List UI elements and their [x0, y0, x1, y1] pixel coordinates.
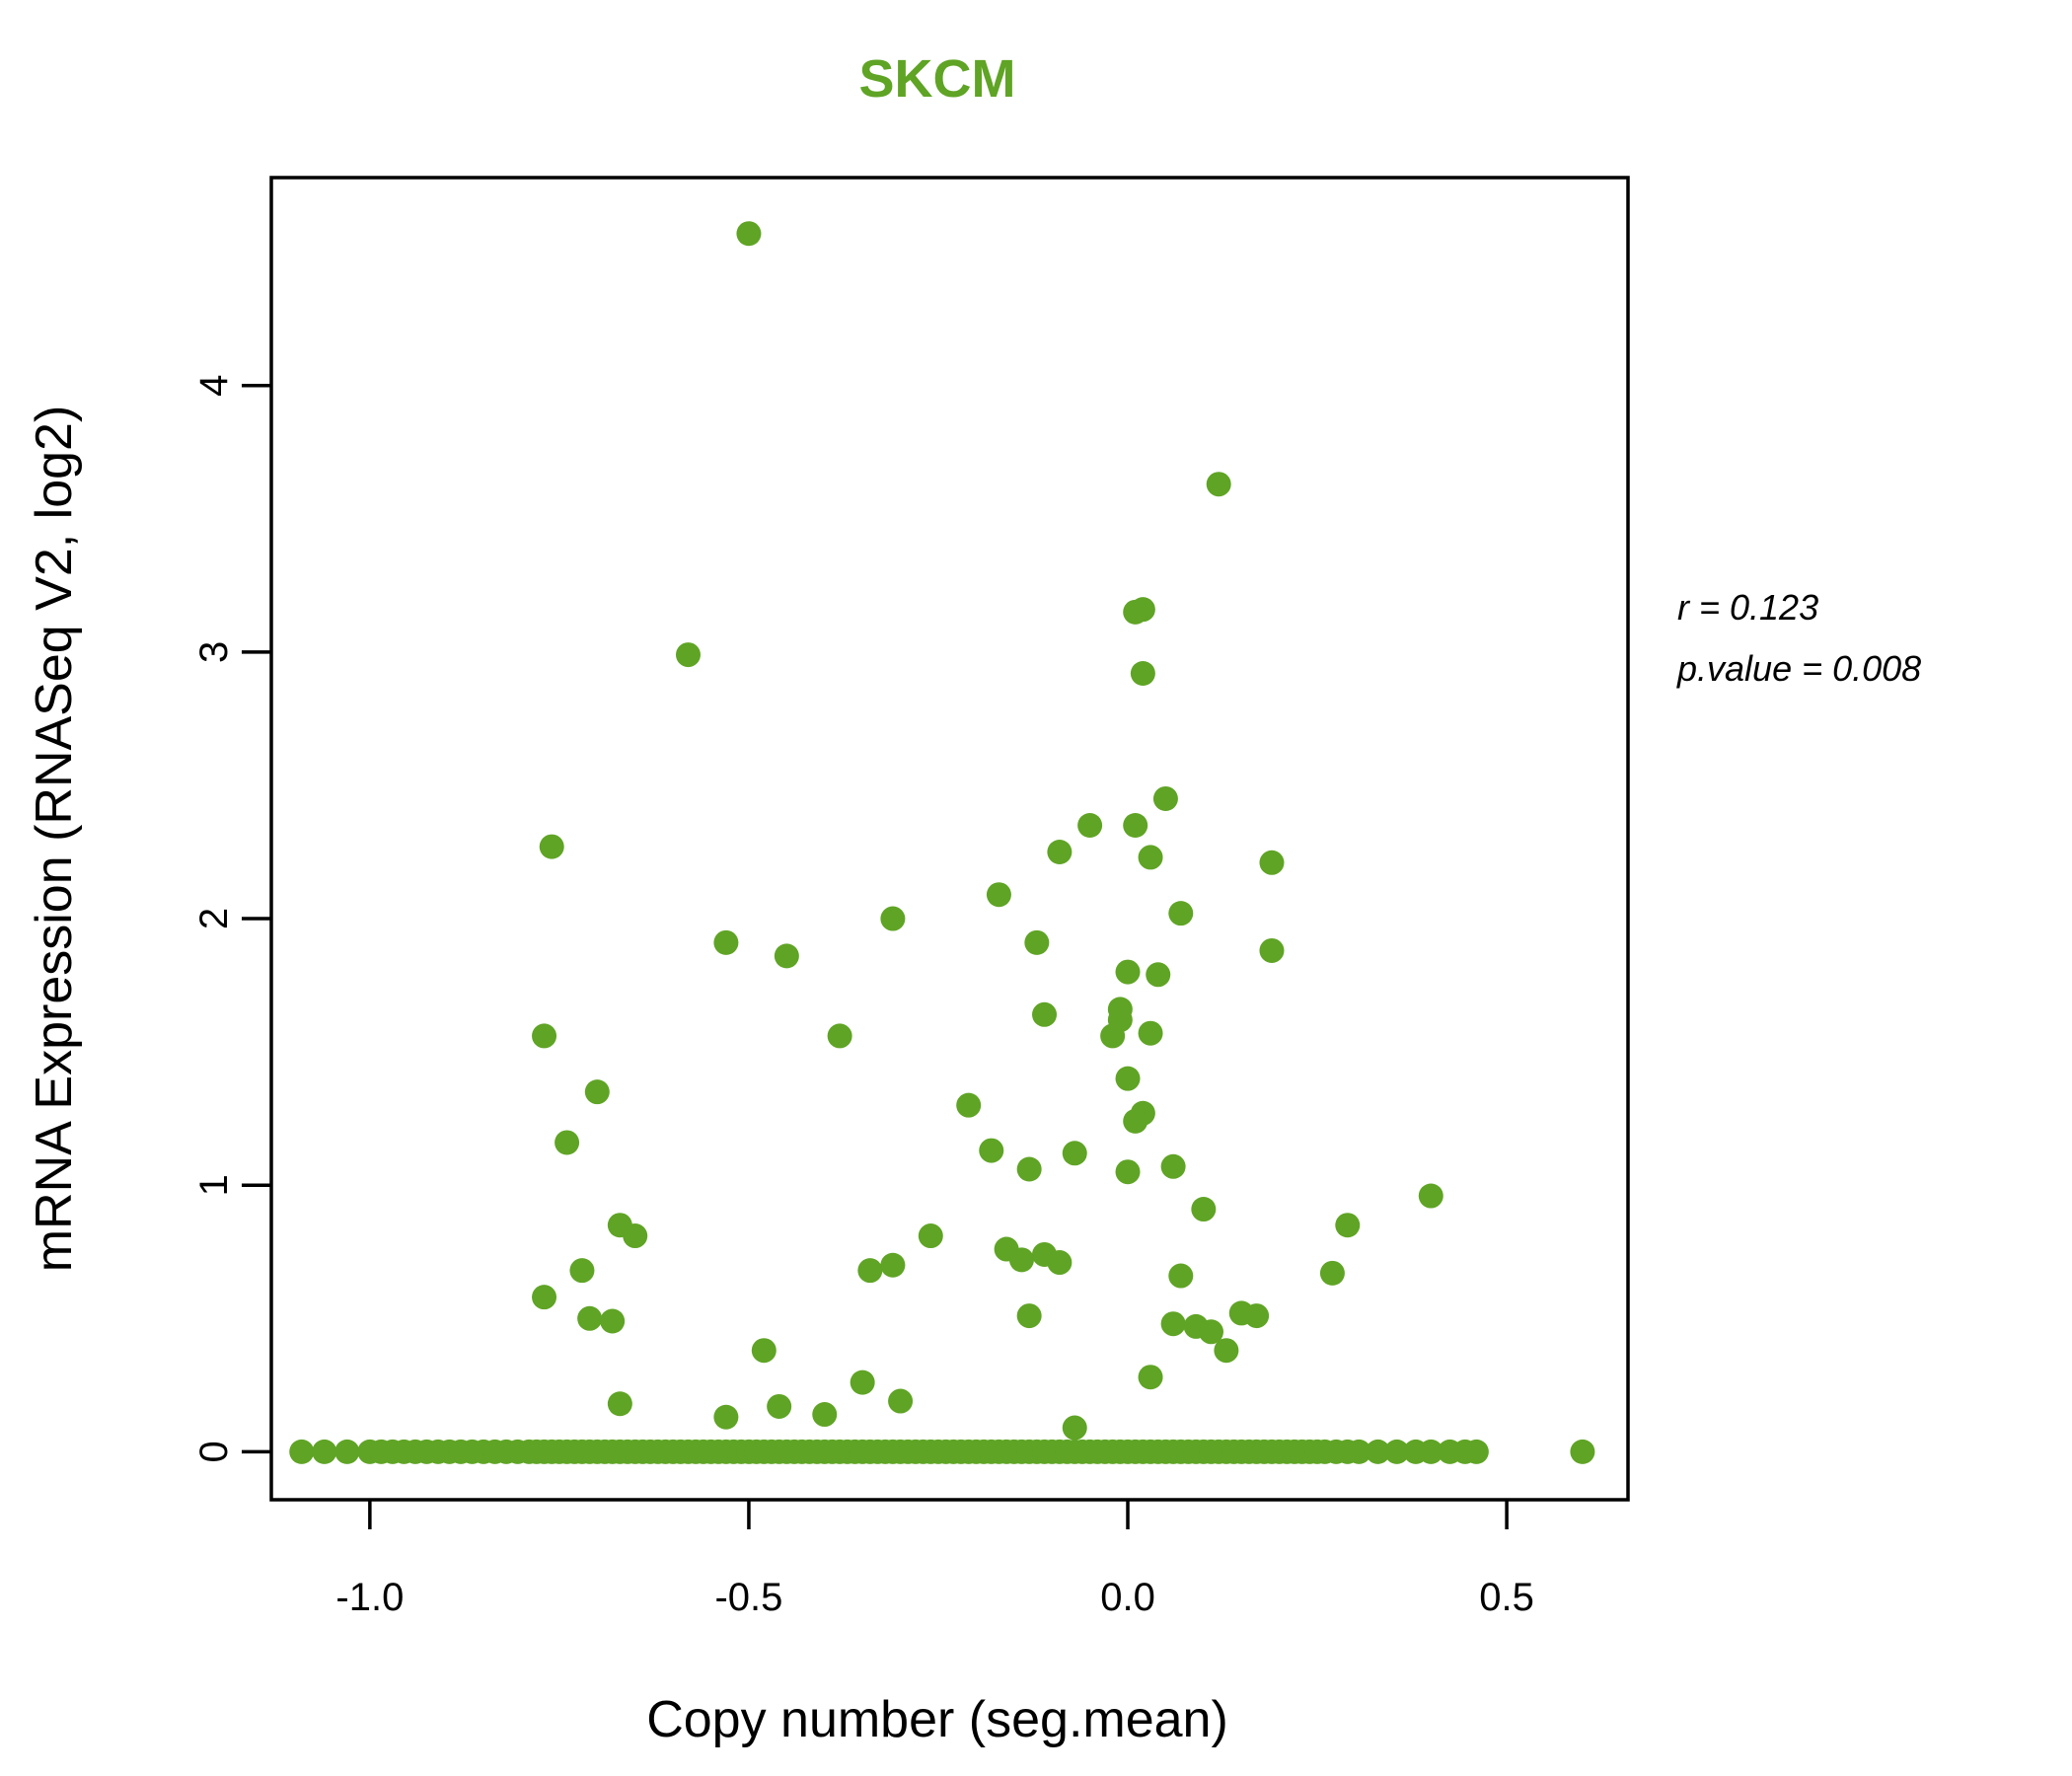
data-point: [979, 1138, 1004, 1163]
data-point: [569, 1258, 595, 1284]
data-point: [623, 1223, 648, 1249]
data-point: [577, 1305, 603, 1331]
data-point: [850, 1369, 875, 1395]
data-point: [1319, 1260, 1345, 1286]
data-point: [888, 1388, 914, 1414]
data-point: [334, 1439, 360, 1464]
data-point: [600, 1308, 626, 1334]
data-point: [1008, 1247, 1034, 1273]
data-point: [857, 1258, 883, 1284]
data-point: [918, 1223, 943, 1249]
data-point: [1077, 812, 1103, 838]
page-title: SKCM: [859, 49, 1016, 109]
y-tick-label: 1: [192, 1174, 236, 1196]
data-point: [1346, 1439, 1371, 1464]
data-point: [312, 1439, 337, 1464]
data-point: [986, 882, 1011, 908]
data-point: [1024, 929, 1050, 955]
data-point: [289, 1439, 315, 1464]
data-point: [1206, 472, 1231, 497]
data-point: [1016, 1156, 1042, 1182]
data-point: [1199, 1319, 1224, 1345]
y-tick-label: 2: [192, 908, 236, 929]
data-point: [713, 1404, 739, 1430]
data-points-layer: [289, 221, 1595, 1464]
data-point: [774, 943, 799, 969]
data-point: [1152, 785, 1178, 811]
data-point: [1138, 1020, 1163, 1046]
x-axis-ticks: -1.0 -0.5 0.0 0.5: [335, 1500, 1534, 1619]
data-point: [1146, 962, 1171, 988]
data-point: [1191, 1197, 1217, 1222]
data-point: [767, 1393, 792, 1419]
data-point: [1259, 937, 1285, 963]
y-axis-label: mRNA Expression (RNASeq V2, log2): [26, 406, 83, 1273]
y-tick-label: 4: [192, 375, 236, 397]
data-point: [956, 1092, 982, 1118]
data-point: [675, 642, 701, 668]
data-point: [1418, 1439, 1443, 1464]
data-point: [1168, 901, 1194, 926]
data-point: [1115, 1066, 1141, 1091]
data-point: [1259, 850, 1285, 875]
data-point: [1032, 1001, 1058, 1027]
data-point: [539, 834, 564, 859]
data-point: [1366, 1439, 1391, 1464]
x-tick-label: 0.0: [1100, 1576, 1155, 1619]
x-tick-label: -0.5: [714, 1576, 782, 1619]
data-point: [1570, 1439, 1595, 1464]
correlation-annotation: r = 0.123: [1677, 587, 1818, 628]
data-point: [751, 1338, 777, 1364]
x-tick-label: 0.5: [1479, 1576, 1534, 1619]
data-point: [1047, 1250, 1073, 1276]
data-point: [1138, 1365, 1163, 1390]
data-point: [1062, 1141, 1087, 1166]
data-point: [1130, 661, 1155, 686]
data-point: [1115, 959, 1141, 985]
data-point: [880, 1252, 906, 1278]
data-point: [1418, 1183, 1443, 1209]
data-point: [1138, 845, 1163, 870]
data-point: [713, 929, 739, 955]
plot-frame: [269, 176, 1630, 1502]
data-point: [1016, 1303, 1042, 1329]
data-point: [1123, 599, 1148, 625]
data-point: [1047, 840, 1073, 865]
x-tick-label: -1.0: [335, 1576, 404, 1619]
data-point: [1214, 1338, 1239, 1364]
data-point: [1100, 1023, 1126, 1049]
data-point: [1335, 1213, 1361, 1238]
data-point: [532, 1285, 557, 1310]
x-axis-label: Copy number (seg.mean): [646, 1691, 1228, 1748]
data-point: [736, 221, 762, 247]
data-point: [1160, 1311, 1186, 1337]
y-tick-label: 0: [192, 1441, 236, 1462]
data-point: [532, 1023, 557, 1049]
y-axis-ticks: 0 1 2 3 4: [192, 375, 271, 1462]
data-point: [1123, 1108, 1148, 1134]
data-point: [880, 906, 906, 931]
data-point: [812, 1402, 838, 1428]
data-point: [584, 1079, 610, 1105]
data-point: [1123, 812, 1148, 838]
data-point: [607, 1391, 632, 1417]
data-point: [1062, 1415, 1087, 1441]
p-value-annotation: p.value = 0.008: [1676, 648, 1921, 689]
data-point: [827, 1023, 852, 1049]
y-tick-label: 3: [192, 641, 236, 663]
data-point: [555, 1130, 580, 1155]
data-point: [1160, 1153, 1186, 1179]
data-point: [1168, 1263, 1194, 1289]
data-point: [1384, 1439, 1410, 1464]
data-point: [1115, 1159, 1141, 1185]
data-point: [1244, 1303, 1270, 1329]
data-point: [1463, 1439, 1489, 1464]
